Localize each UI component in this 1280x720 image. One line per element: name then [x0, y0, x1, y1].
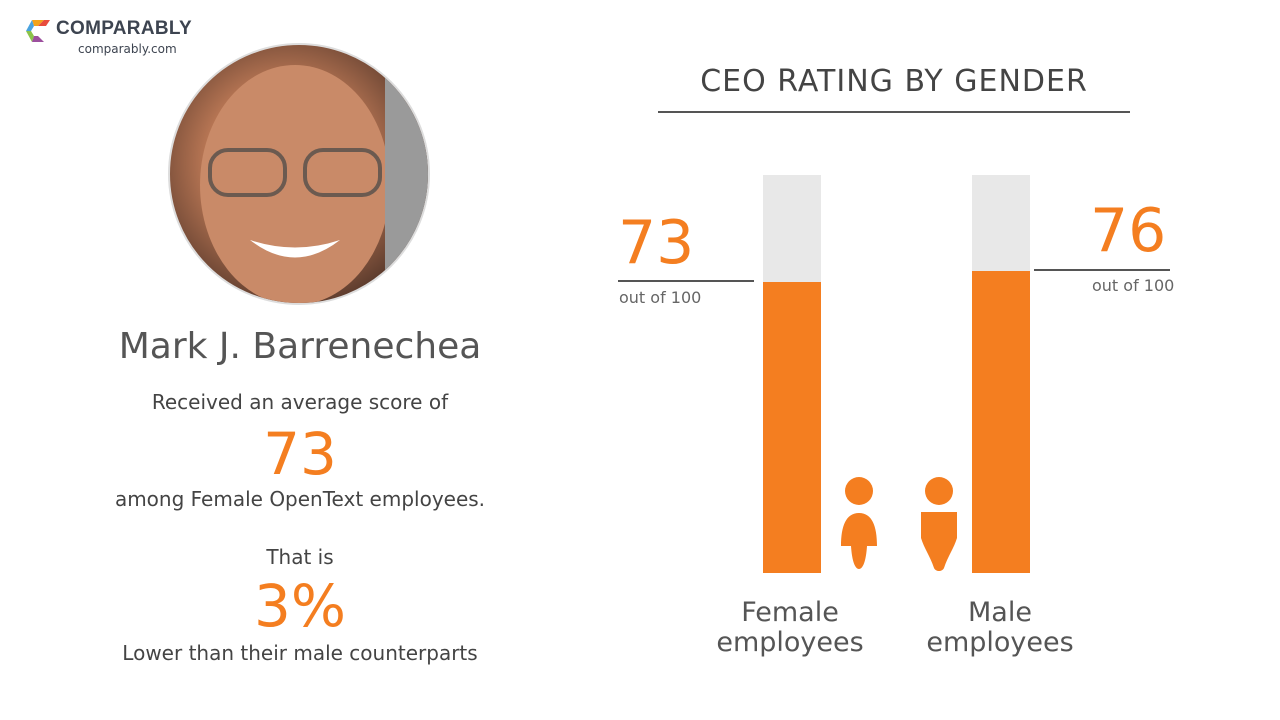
ceo-photo — [168, 43, 430, 305]
value-label-male: 76 — [1090, 196, 1167, 266]
difference-context: Lower than their male counterparts — [122, 641, 478, 665]
bar-male — [972, 270, 1030, 573]
difference-value: 3% — [253, 572, 346, 640]
male-person-icon — [921, 477, 957, 571]
brand-url: comparably.com — [78, 42, 177, 56]
bar-female — [763, 282, 821, 573]
ceo-name: Mark J. Barrenechea — [118, 326, 482, 367]
comparably-logo-icon — [26, 20, 50, 42]
scale-label-male: out of 100 — [1092, 276, 1175, 295]
chart-title: CEO RATING BY GENDER — [700, 64, 1088, 99]
scale-label-female: out of 100 — [619, 288, 702, 307]
average-score: 73 — [263, 420, 337, 488]
leader-line-male — [1034, 268, 1170, 271]
leader-line-female — [618, 280, 754, 283]
score-context: among Female OpenText employees. — [114, 487, 486, 511]
title-divider — [658, 111, 1130, 113]
difference-intro: That is — [266, 545, 334, 569]
face-illustration — [200, 65, 428, 303]
brand-name: COMPARABLY — [56, 18, 193, 39]
category-label-female: Female employees — [716, 597, 864, 658]
score-intro: Received an average score of — [151, 390, 449, 414]
category-label-male: Male employees — [926, 597, 1074, 658]
female-person-icon — [841, 477, 877, 569]
value-label-female: 73 — [618, 208, 695, 278]
